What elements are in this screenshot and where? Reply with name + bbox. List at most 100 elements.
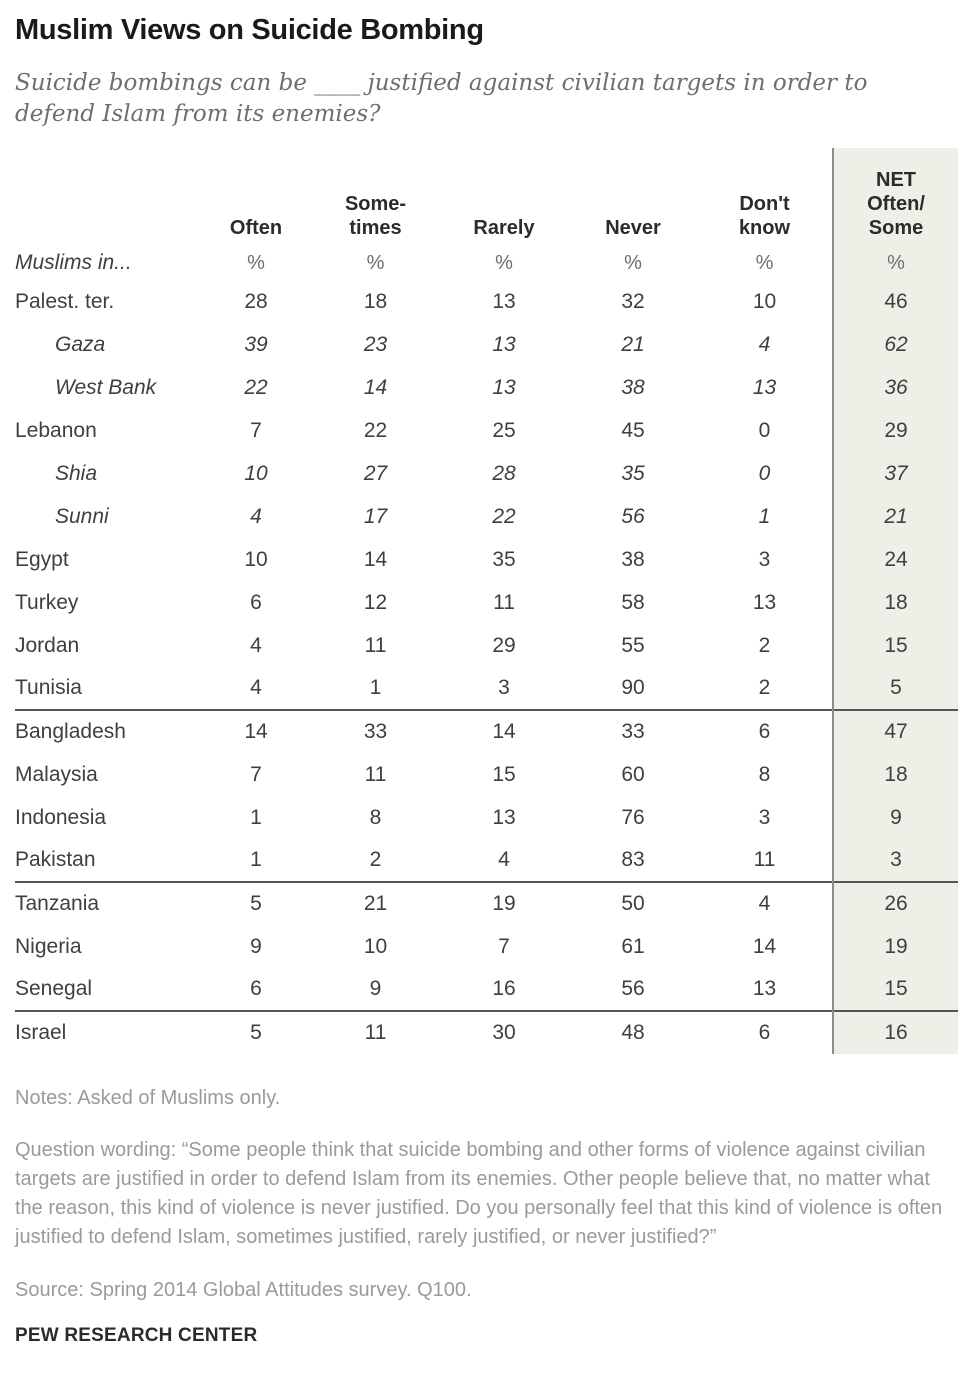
row-label: Sunni (55, 504, 109, 528)
cell-often: 10 (244, 547, 268, 571)
cell-often: 5 (200, 881, 312, 925)
cell-often: 10 (244, 461, 268, 485)
cell-never: 76 (621, 805, 645, 829)
row-label: Gaza (55, 332, 106, 356)
cell-dont-know: 6 (697, 1010, 833, 1054)
cell-dont-know: 2 (758, 676, 771, 699)
cell-never: 55 (621, 633, 645, 657)
cell-often: 6 (250, 590, 262, 614)
cell-often: 4 (250, 504, 262, 528)
cell-sometimes: 12 (363, 590, 388, 614)
table-row: Israel 5 11 30 48 6 16 (15, 1010, 958, 1054)
cell-sometimes: 27 (363, 461, 388, 485)
cell-dont-know: 11 (753, 848, 776, 871)
cell-sometimes: 18 (363, 289, 388, 313)
cell-dont-know: 4 (697, 881, 833, 925)
cell-sometimes: 11 (364, 762, 387, 786)
cell-rarely: 29 (492, 633, 516, 657)
cell-rarely: 13 (492, 805, 516, 829)
source-text: Source: Spring 2014 Global Attitudes sur… (15, 1279, 472, 1301)
cell-never: 60 (621, 762, 645, 786)
table-row: Egypt 10 14 35 38 3 24 (15, 538, 958, 581)
cell-rarely: 19 (439, 881, 569, 925)
cell-often: 39 (244, 332, 268, 356)
cell-sometimes: 8 (369, 805, 382, 829)
table-row: Tunisia 4 1 3 90 2 5 (15, 667, 958, 710)
row-label: Shia (55, 461, 98, 485)
cell-rarely: 14 (439, 709, 569, 753)
cell-rarely: 13 (492, 332, 516, 356)
unit-percent-sometimes: % (366, 251, 385, 274)
row-label: Lebanon (15, 418, 97, 442)
cell-rarely: 22 (492, 504, 516, 528)
page-title: Muslim Views on Suicide Bombing (15, 14, 484, 46)
cell-never: 35 (621, 461, 645, 485)
row-label: Nigeria (15, 934, 82, 958)
table-row: Pakistan 1 2 4 83 11 3 (15, 839, 958, 882)
row-label: Egypt (15, 547, 69, 571)
cell-dont-know: 3 (758, 805, 771, 829)
cell-sometimes: 10 (363, 934, 388, 958)
cell-net-often-some: 47 (832, 709, 958, 753)
table-body: Palest. ter. 28 18 13 32 10 46 Gaza 39 2… (15, 280, 958, 1054)
cell-sometimes: 14 (363, 375, 388, 399)
cell-net-often-some: 3 (832, 839, 958, 882)
cell-net-often-some: 29 (832, 409, 958, 452)
cell-never: 58 (621, 590, 645, 614)
cell-net-often-some: 36 (832, 366, 958, 409)
cell-sometimes: 1 (369, 676, 382, 699)
table-row: Lebanon 7 22 25 45 0 29 (15, 409, 958, 452)
cell-often: 5 (200, 1010, 312, 1054)
table-row: West Bank 22 14 13 38 13 36 (15, 366, 958, 409)
cell-sometimes: 11 (364, 633, 387, 657)
column-header-never: Never (605, 217, 661, 239)
cell-rarely: 11 (493, 590, 515, 614)
cell-rarely: 3 (498, 676, 510, 699)
row-label: Malaysia (15, 762, 98, 786)
cell-dont-know: 14 (752, 934, 777, 958)
cell-dont-know: 4 (758, 332, 771, 356)
cell-net-often-some: 15 (832, 968, 958, 1011)
unit-percent-never: % (624, 251, 642, 274)
cell-never: 33 (569, 709, 697, 753)
column-header-net-often-some: NET Often/ Some (832, 148, 958, 246)
row-label: Senegal (15, 977, 93, 1000)
cell-often: 14 (200, 709, 312, 753)
table-row: Turkey 6 12 11 58 13 18 (15, 581, 958, 624)
cell-net-often-some: 16 (832, 1010, 958, 1054)
cell-dont-know: 1 (758, 504, 771, 528)
cell-sometimes: 17 (363, 504, 388, 528)
cell-never: 21 (621, 332, 645, 356)
table-row: Senegal 6 9 16 56 13 15 (15, 968, 958, 1011)
row-label: West Bank (55, 375, 157, 399)
cell-sometimes: 14 (363, 547, 388, 571)
unit-row: Muslims in... % % % % % % (15, 246, 958, 280)
cell-rarely: 13 (492, 375, 516, 399)
row-label: Palest. ter. (15, 289, 115, 313)
row-label: Bangladesh (15, 709, 200, 753)
cell-net-often-some: 9 (832, 796, 958, 839)
cell-often: 7 (250, 418, 262, 442)
row-label: Israel (15, 1010, 200, 1054)
table-row: Gaza 39 23 13 21 4 62 (15, 323, 958, 366)
cell-dont-know: 13 (752, 977, 777, 1000)
cell-dont-know: 6 (697, 709, 833, 753)
cell-sometimes: 11 (312, 1010, 439, 1054)
row-label: Pakistan (15, 848, 96, 871)
column-header-sometimes: Some- times (344, 193, 407, 239)
cell-often: 1 (250, 805, 262, 829)
cell-often: 28 (244, 289, 268, 313)
cell-sometimes: 9 (369, 977, 382, 1000)
cell-often: 6 (250, 977, 262, 1000)
unit-percent-rarely: % (495, 251, 513, 274)
row-label: Turkey (15, 590, 79, 614)
cell-never: 56 (621, 504, 645, 528)
cell-dont-know: 13 (752, 590, 777, 614)
cell-never: 50 (569, 881, 697, 925)
cell-dont-know: 2 (758, 633, 771, 657)
column-header-rarely: Rarely (473, 217, 535, 239)
table-row: Malaysia 7 11 15 60 8 18 (15, 753, 958, 796)
table-row: Tanzania 5 21 19 50 4 26 (15, 881, 958, 925)
table-row: Palest. ter. 28 18 13 32 10 46 (15, 280, 958, 323)
cell-net-often-some: 62 (832, 323, 958, 366)
